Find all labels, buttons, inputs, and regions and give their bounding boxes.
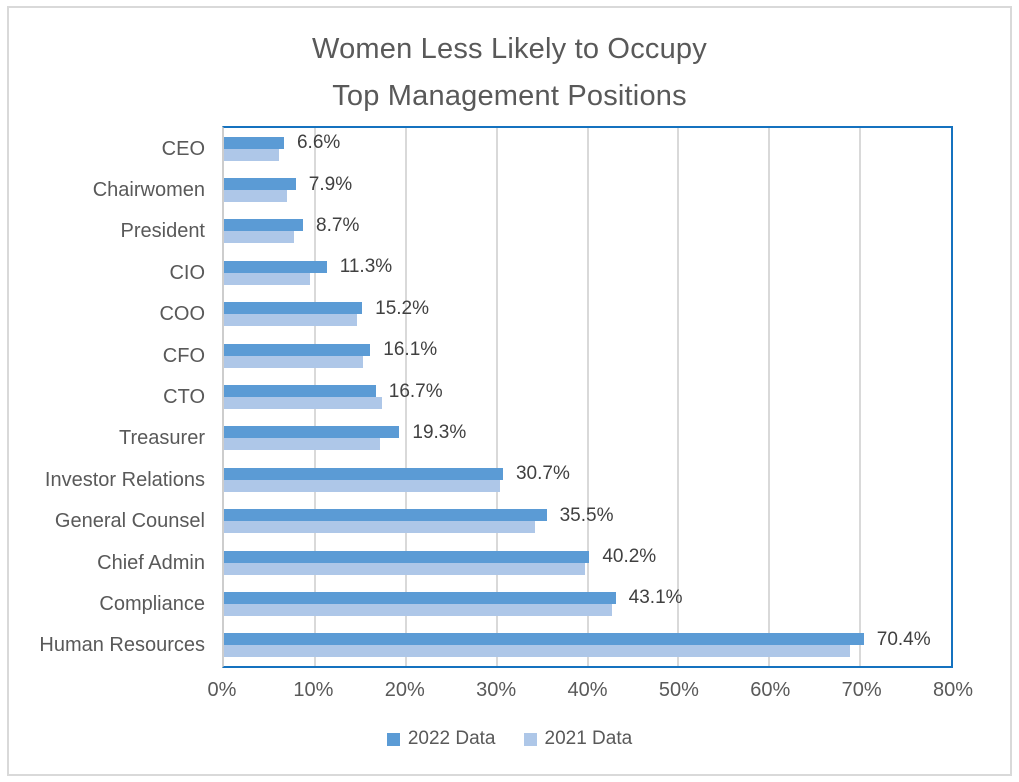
chart-title-line2: Top Management Positions: [332, 80, 687, 112]
category-axis: CEO Chairwomen President CIO COO CFO CTO Treasu…: [0, 126, 205, 668]
x-tick-label: 70%: [841, 679, 882, 701]
data-label: 30.7%: [515, 463, 570, 485]
bar-2021-human-resources: [224, 645, 851, 658]
bar-2022-general-counsel: [224, 509, 547, 522]
x-tick-label: 10%: [293, 679, 334, 701]
x-tick-label: 0%: [207, 679, 237, 701]
value-axis: 0% 10% 20% 30% 40% 50% 60% 70% 80%: [208, 679, 973, 705]
category-label: CIO: [169, 261, 205, 284]
category-label: COO: [159, 303, 205, 326]
legend-label: 2021 Data: [544, 728, 633, 749]
bar-2022-cto: [224, 385, 376, 397]
x-tick-label: 50%: [658, 679, 699, 701]
chart-title-line1: Women Less Likely to Occupy: [312, 33, 707, 65]
data-label: 35.5%: [559, 504, 614, 526]
bar-2022-ceo: [224, 136, 284, 149]
gridline: [586, 128, 589, 666]
bar-2021-general-counsel: [224, 521, 535, 534]
bar-2022-coo: [224, 302, 363, 315]
bar-2022-investor-relations: [224, 467, 503, 480]
bar-2021-treasurer: [224, 438, 381, 451]
category-label: Treasurer: [119, 427, 205, 450]
gridline: [404, 128, 407, 666]
x-tick-label: 30%: [476, 679, 517, 701]
legend-label: 2022 Data: [407, 728, 496, 749]
bar-2022-president: [224, 219, 304, 232]
data-label: 6.6%: [296, 132, 341, 154]
bar-2021-investor-relations: [224, 479, 501, 492]
data-label: 16.7%: [388, 380, 443, 402]
category-label: CEO: [161, 137, 205, 160]
bar-2022-chief-admin: [224, 550, 590, 563]
data-label: 43.1%: [628, 587, 683, 609]
bar-2022-cio: [224, 260, 327, 273]
category-label: General Counsel: [54, 510, 205, 533]
bar-2021-cio: [224, 272, 311, 285]
x-tick-label: 20%: [384, 679, 425, 701]
category-label: Chief Admin: [97, 551, 205, 574]
bar-2021-cfo: [224, 355, 364, 368]
legend-swatch-icon: [523, 732, 537, 746]
x-tick-label: 60%: [750, 679, 791, 701]
bar-2022-cfo: [224, 343, 371, 356]
x-tick-label: 40%: [567, 679, 608, 701]
bar-2022-compliance: [224, 591, 616, 604]
bar-2022-chairwomen: [224, 178, 296, 191]
bar-2021-president: [224, 231, 294, 244]
category-label: CTO: [163, 386, 205, 408]
x-tick-label: 80%: [932, 679, 974, 701]
data-label: 70.4%: [876, 628, 931, 650]
data-label: 16.1%: [383, 339, 438, 361]
gridline: [859, 128, 862, 666]
data-label: 8.7%: [316, 214, 360, 236]
category-label: Human Resources: [39, 634, 205, 657]
bar-2021-cto: [224, 397, 383, 409]
category-label: CFO: [162, 344, 205, 367]
bar-2021-chairwomen: [224, 190, 287, 203]
category-label: Investor Relations: [44, 468, 205, 491]
gridline: [495, 128, 498, 666]
data-label: 15.2%: [375, 297, 429, 319]
bar-2021-chief-admin: [224, 562, 585, 575]
category-label: President: [120, 220, 206, 243]
chart-title: Women Less Likely to Occupy Top Manageme…: [0, 26, 1019, 120]
bar-2021-coo: [224, 314, 357, 327]
legend-item-2021-data: 2021 Data: [523, 728, 633, 750]
bar-2021-compliance: [224, 603, 613, 616]
data-label: 7.9%: [308, 173, 353, 195]
plot-area: 6.6% 7.9% 8.7% 11.3% 15.2% 16.1% 16.7% 19.3% 30.…: [222, 126, 953, 668]
data-label: 19.3%: [412, 421, 467, 443]
legend-item-2022-data: 2022 Data: [386, 728, 496, 750]
category-label: Compliance: [99, 592, 205, 615]
legend-swatch-icon: [386, 732, 400, 746]
bar-2022-human-resources: [224, 633, 864, 646]
data-label: 40.2%: [602, 546, 657, 568]
legend: 2022 Data 2021 Data: [0, 728, 1019, 750]
category-label: Chairwomen: [92, 179, 205, 202]
bar-2022-treasurer: [224, 426, 400, 439]
bar-2021-ceo: [224, 148, 280, 161]
gridline: [768, 128, 771, 666]
gridline: [677, 128, 680, 666]
data-label: 11.3%: [339, 256, 393, 278]
